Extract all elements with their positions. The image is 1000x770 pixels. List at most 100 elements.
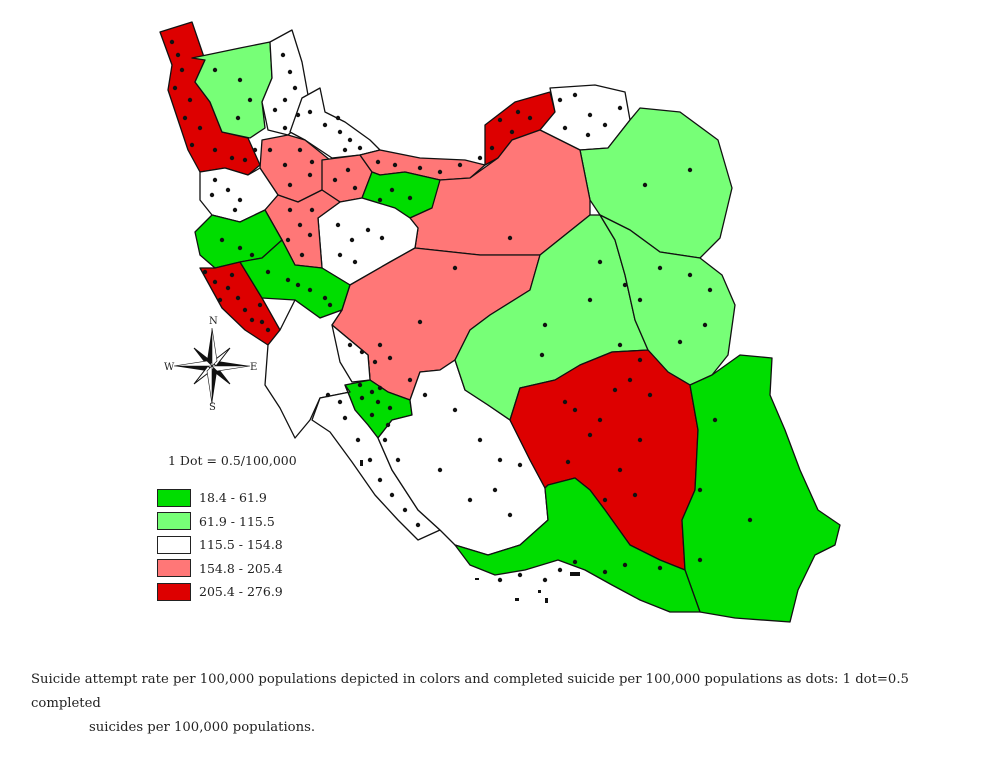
suicide-dot [237,77,243,83]
suicide-dot [212,147,218,153]
suicide-dot [417,165,423,171]
suicide-dot [542,322,548,328]
suicide-dot [477,437,483,443]
suicide-dot [492,487,498,493]
suicide-dot [557,567,563,573]
legend-label: 154.8 - 205.4 [199,560,283,576]
suicide-dot [182,115,188,121]
suicide-dot [242,307,248,313]
gulf-islands [360,460,580,603]
suicide-dot [282,162,288,168]
legend-swatch [157,488,191,507]
suicide-dot [637,357,643,363]
suicide-dot [415,522,421,528]
legend-swatch [157,535,191,554]
suicide-dot [202,269,208,275]
suicide-dot [307,109,313,115]
province-hormozgan [454,477,701,613]
suicide-dot [392,162,398,168]
suicide-dot [337,252,343,258]
suicide-dot [747,517,753,523]
suicide-dot [369,412,375,418]
suicide-dot [187,97,193,103]
suicide-dot [477,155,483,161]
suicide-dot [347,137,353,143]
suicide-dot [572,559,578,565]
suicide-dot [272,107,278,113]
suicide-dot [597,259,603,265]
suicide-dot [280,52,286,58]
suicide-dot [597,417,603,423]
suicide-dot [437,169,443,175]
suicide-dot [562,399,568,405]
suicide-dot [677,339,683,345]
suicide-dot [697,557,703,563]
suicide-dot [352,185,358,191]
suicide-dot [622,562,628,568]
suicide-dot [697,487,703,493]
suicide-dot [337,399,343,405]
suicide-dot [602,569,608,575]
suicide-dot [209,192,215,198]
suicide-dot [307,172,313,178]
legend-label: 115.5 - 154.8 [199,537,283,553]
suicide-dot [219,237,225,243]
suicide-dot [587,297,593,303]
suicide-dot [562,125,568,131]
suicide-dot [175,52,181,58]
suicide-dot [237,197,243,203]
suicide-dot [307,232,313,238]
suicide-dot [342,147,348,153]
legend-swatch [157,582,191,601]
suicide-dot [377,477,383,483]
suicide-dot [347,342,353,348]
suicide-dot [309,207,315,213]
suicide-dot [337,129,343,135]
suicide-dot [407,377,413,383]
suicide-dot [229,155,235,161]
figure-caption: Suicide attempt rate per 100,000 populat… [31,668,981,740]
suicide-dot [322,295,328,301]
suicide-dot [602,497,608,503]
suicide-dot [387,405,393,411]
suicide-dot [282,97,288,103]
legend-label: 205.4 - 276.9 [199,584,283,600]
suicide-dot [242,157,248,163]
dot-density-note: 1 Dot = 0.5/100,000 [168,453,297,468]
suicide-dot [617,467,623,473]
suicide-dot [267,147,273,153]
suicide-dot [417,319,423,325]
suicide-dot [612,387,618,393]
suicide-dot [359,395,365,401]
suicide-dot [179,67,185,73]
suicide-dot [389,492,395,498]
suicide-dot [509,129,515,135]
suicide-dot [402,507,408,513]
suicide-dot [249,317,255,323]
suicide-dot [299,252,305,258]
suicide-dot [379,235,385,241]
suicide-dot [285,237,291,243]
suicide-dot [617,342,623,348]
suicide-dot [507,512,513,518]
suicide-dot [335,115,341,121]
compass-label-n: N [209,316,218,327]
suicide-dot [225,187,231,193]
suicide-dot [357,382,363,388]
suicide-dot [197,125,203,131]
suicide-dot [637,297,643,303]
suicide-dot [622,282,628,288]
suicide-dot [657,265,663,271]
map-legend: 18.4 - 61.9 61.9 - 115.5 115.5 - 154.8 1… [157,486,283,604]
legend-item: 61.9 - 115.5 [157,510,283,534]
suicide-dot [489,145,495,151]
legend-item: 154.8 - 205.4 [157,557,283,581]
suicide-dot [349,237,355,243]
suicide-dot [377,342,383,348]
suicide-dot [292,85,298,91]
suicide-dot [287,69,293,75]
suicide-dot [497,117,503,123]
suicide-dot [297,147,303,153]
suicide-dot [422,392,428,398]
